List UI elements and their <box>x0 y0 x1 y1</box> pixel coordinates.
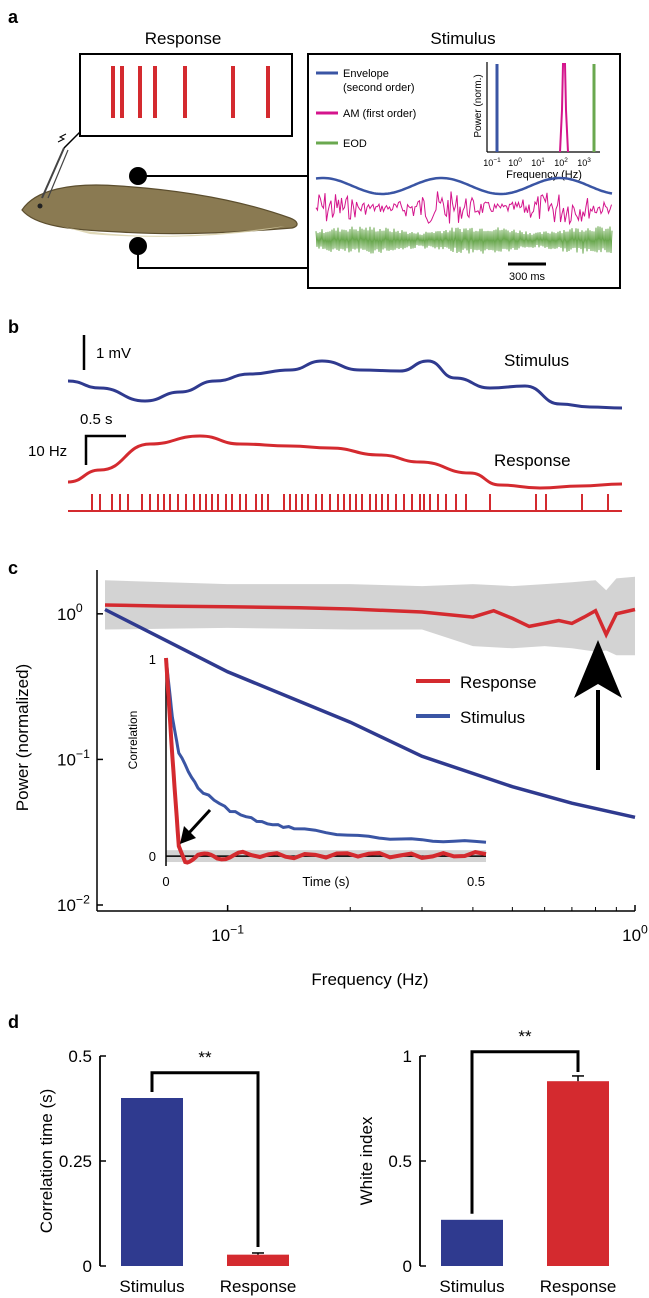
time-scale-label-b: 0.5 s <box>80 411 113 428</box>
inset-xtick-left: 0 <box>162 874 169 889</box>
bar-ytick-label: 0.25 <box>59 1152 92 1171</box>
down-left-arrow-icon <box>180 808 212 844</box>
significance-label: ** <box>198 1048 212 1067</box>
response-box <box>79 53 293 137</box>
response-title: Response <box>145 29 222 48</box>
bar-category-label: Response <box>220 1277 297 1296</box>
stimulus-title: Stimulus <box>430 29 495 48</box>
bar-ytick-label: 1 <box>403 1047 412 1066</box>
white-index-chart: 0 0.5 1 White index Stimulus Response ** <box>357 1027 616 1296</box>
bar-category-label: Stimulus <box>439 1277 504 1296</box>
inset-xtick-right: 0.5 <box>467 874 485 889</box>
response-variance-band <box>105 576 635 656</box>
c-series-response <box>104 603 636 639</box>
inset-tick-label: 102 <box>554 157 568 168</box>
bar-response <box>227 1254 289 1266</box>
significance-bracket <box>470 1050 580 1214</box>
legend-am-label: AM (first order) <box>343 108 416 120</box>
c-xlabel: Frequency (Hz) <box>311 970 428 989</box>
inset-xticks: 10−1 100 101 102 103 <box>483 157 591 168</box>
c-series-stimulus <box>104 607 636 820</box>
bar-ytick-label: 0.5 <box>388 1152 412 1171</box>
significance-label: ** <box>518 1027 532 1046</box>
panel-c-letter: c <box>8 558 18 578</box>
bar-category-label: Stimulus <box>119 1277 184 1296</box>
envelope-trace <box>315 176 613 196</box>
inset-tick-label: 103 <box>577 157 591 168</box>
bar-stimulus <box>121 1098 183 1266</box>
b-stimulus-trace <box>67 359 623 410</box>
b-response-label: Response <box>494 451 571 470</box>
c-legend-response-label: Response <box>460 673 537 692</box>
c-xtick-label: 100 <box>622 922 648 945</box>
bar-response <box>547 1081 609 1266</box>
stimulus-legend: Envelope (second order) AM (first order)… <box>316 68 416 150</box>
inset-ylabel: Power (norm.) <box>473 74 484 137</box>
hz-scale-label: 10 Hz <box>28 443 67 460</box>
stimulus-spectrum-inset: Power (norm.) Frequency (Hz) 10−1 100 101 1… <box>473 62 600 181</box>
legend-envelope-sub: (second order) <box>343 82 415 94</box>
stimulus-electrode-icon <box>129 167 308 269</box>
up-arrow-icon <box>574 640 622 770</box>
c-xtick-label: 10−1 <box>211 922 244 945</box>
bar-ytick-label: 0.5 <box>68 1047 92 1066</box>
fish-image <box>21 184 298 237</box>
inset-series-response <box>164 657 487 865</box>
bar-category-label: Response <box>540 1277 617 1296</box>
correlation-time-chart: 0 0.25 0.5 Correlation time (s) Stimulus Resp… <box>37 1047 296 1296</box>
inset-am-peak <box>559 63 569 153</box>
eod-trace <box>315 226 613 254</box>
response-spikes <box>111 66 270 118</box>
stimulus-box <box>307 53 621 289</box>
inset-ylabel: Correlation <box>126 711 140 770</box>
b-response-trace <box>67 434 623 490</box>
b-scale-bars <box>84 434 126 465</box>
inset-tick-label: 10−1 <box>483 157 501 168</box>
legend-envelope-label: Envelope <box>343 68 389 80</box>
time-scale-label: 300 ms <box>509 271 546 283</box>
c-ytick-label: 10−2 <box>57 892 90 915</box>
c-legend: Response Stimulus <box>416 673 537 727</box>
c-ylabel: Power (normalized) <box>13 664 32 811</box>
panel-d-letter: d <box>8 1012 19 1032</box>
inset-xlabel: Time (s) <box>302 874 349 889</box>
c-ytick-label: 100 <box>57 601 83 624</box>
inset-tick-label: 100 <box>508 157 522 168</box>
panel-b-letter: b <box>8 317 19 337</box>
inset-ytick-top: 1 <box>149 652 156 667</box>
inset-tick-label: 101 <box>531 157 545 168</box>
legend-eod-label: EOD <box>343 138 367 150</box>
bar-ytick-label: 0 <box>403 1257 412 1276</box>
bar-ytick-label: 0 <box>83 1257 92 1276</box>
inset-series-stimulus <box>164 657 487 844</box>
b-spike-train <box>91 494 609 511</box>
bar-stimulus <box>441 1219 503 1266</box>
panel-a-letter: a <box>8 7 19 27</box>
bar-ylabel: White index <box>357 1116 376 1205</box>
mv-scale-label: 1 mV <box>96 345 131 362</box>
am-trace <box>315 191 612 226</box>
b-stimulus-label: Stimulus <box>504 351 569 370</box>
c-legend-stimulus-label: Stimulus <box>460 708 525 727</box>
electrode-icon <box>41 131 81 199</box>
correlation-inset-chart: 1 00 0.5 Time (s) Correlation <box>126 652 487 889</box>
significance-bracket <box>150 1071 260 1247</box>
inset-ytick-zero: 0 <box>149 849 156 864</box>
c-ytick-label: 10−1 <box>57 747 90 770</box>
bar-ylabel: Correlation time (s) <box>37 1089 56 1234</box>
